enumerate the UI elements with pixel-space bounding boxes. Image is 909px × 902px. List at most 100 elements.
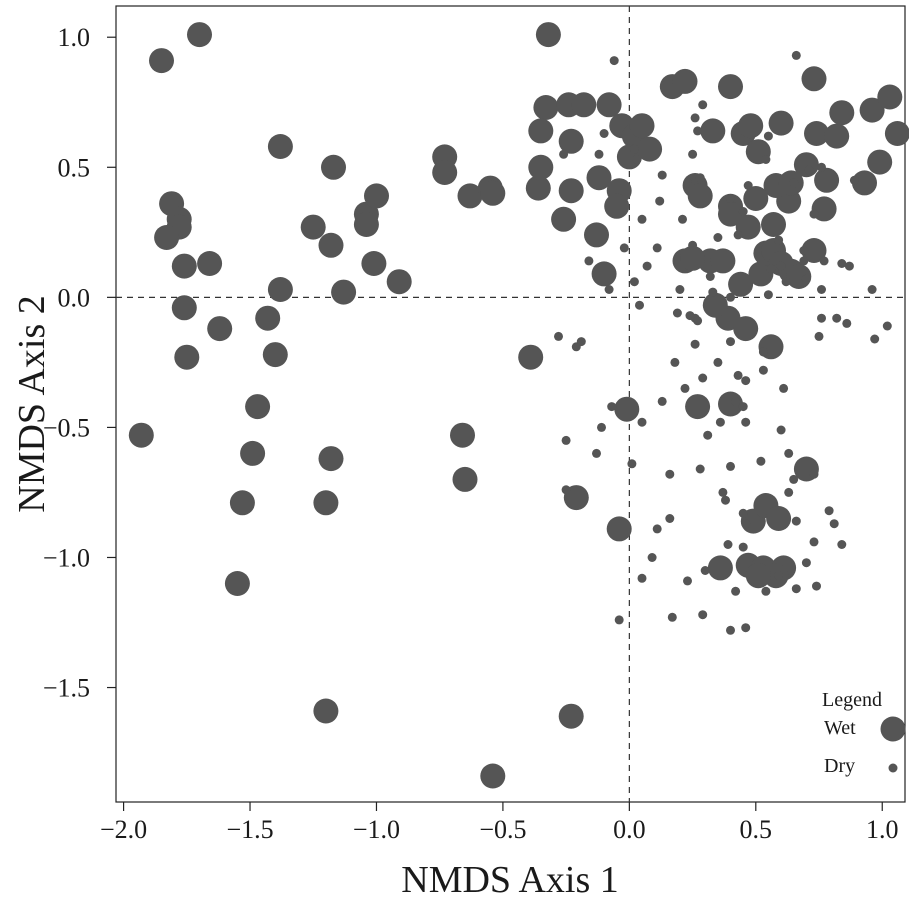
point-dry xyxy=(665,469,675,479)
point-dry xyxy=(693,316,703,326)
point-wet xyxy=(364,183,389,209)
point-dry xyxy=(733,230,743,240)
point-wet xyxy=(680,245,706,271)
x-tick-label: −0.5 xyxy=(479,815,526,844)
point-wet xyxy=(207,316,233,342)
point-dry xyxy=(700,566,710,575)
point-dry xyxy=(607,402,617,412)
point-wet xyxy=(637,136,663,162)
y-tick-label: 0.0 xyxy=(58,283,91,312)
point-wet xyxy=(604,193,630,219)
point-wet xyxy=(240,440,266,466)
point-dry xyxy=(559,149,569,159)
y-tick-label: −0.5 xyxy=(43,413,90,442)
point-dry xyxy=(763,131,773,141)
point-dry xyxy=(652,243,662,253)
point-wet xyxy=(558,178,584,204)
point-wet xyxy=(700,118,726,144)
point-wet xyxy=(267,277,293,302)
point-dry xyxy=(812,581,821,591)
point-dry xyxy=(819,256,829,266)
legend-marker-wet xyxy=(880,716,906,742)
point-dry xyxy=(842,318,852,328)
point-wet xyxy=(386,269,412,295)
point-wet xyxy=(584,222,609,248)
point-dry xyxy=(667,612,677,622)
point-dry xyxy=(627,459,637,469)
point-dry xyxy=(635,300,644,310)
point-wet xyxy=(229,490,255,516)
point-wet xyxy=(171,253,197,279)
point-dry xyxy=(817,313,826,323)
point-wet xyxy=(710,248,736,274)
point-dry xyxy=(695,173,705,183)
point-dry xyxy=(817,285,826,294)
point-dry xyxy=(756,456,766,466)
point-dry xyxy=(758,365,768,375)
point-dry xyxy=(713,357,723,367)
point-dry xyxy=(723,540,733,549)
legend-label-wet: Wet xyxy=(824,717,856,739)
point-dry xyxy=(781,277,791,287)
point-dry xyxy=(688,149,698,159)
point-dry xyxy=(784,487,794,497)
point-wet xyxy=(852,170,877,196)
point-dry xyxy=(870,334,880,344)
point-wet xyxy=(518,344,544,370)
point-wet xyxy=(551,206,577,232)
point-dry xyxy=(597,422,606,432)
point-wet xyxy=(743,186,769,211)
point-dry xyxy=(554,331,563,341)
point-dry xyxy=(741,376,751,386)
point-dry xyxy=(726,461,735,471)
y-tick-label: 0.5 xyxy=(58,153,91,182)
point-dry xyxy=(718,487,728,497)
point-wet xyxy=(768,110,794,136)
point-wet xyxy=(884,121,909,146)
point-dry xyxy=(629,277,639,287)
y-axis-title: NMDS Axis 2 xyxy=(11,295,53,513)
point-dry xyxy=(731,586,741,596)
point-wet xyxy=(814,167,840,193)
point-dry xyxy=(763,290,773,300)
point-dry xyxy=(683,576,692,586)
point-dry xyxy=(698,610,708,620)
point-dry xyxy=(801,558,811,568)
point-dry xyxy=(867,285,877,294)
point-dry xyxy=(829,519,839,529)
point-dry xyxy=(837,540,847,549)
point-dry xyxy=(705,272,715,281)
point-wet xyxy=(614,396,640,422)
point-wet xyxy=(267,134,293,159)
point-dry xyxy=(652,524,662,534)
point-dry xyxy=(809,209,819,219)
point-dry xyxy=(738,542,748,552)
point-wet xyxy=(224,571,250,596)
point-dry xyxy=(680,383,690,393)
point-dry xyxy=(657,170,667,180)
point-dry xyxy=(766,264,776,274)
point-dry xyxy=(642,261,652,271)
point-wet xyxy=(606,516,632,542)
point-wet xyxy=(745,563,771,589)
point-dry xyxy=(637,417,647,427)
point-wet xyxy=(245,394,271,420)
point-dry xyxy=(741,623,751,633)
point-wet xyxy=(452,466,478,492)
point-dry xyxy=(809,537,819,547)
point-dry xyxy=(637,214,647,224)
point-wet xyxy=(457,183,483,209)
point-dry xyxy=(665,514,675,523)
point-dry xyxy=(609,56,619,66)
point-wet xyxy=(718,74,743,100)
legend: Legend Wet Dry xyxy=(822,689,906,777)
point-dry xyxy=(789,474,799,484)
point-dry xyxy=(738,508,748,518)
point-dry xyxy=(594,149,604,159)
point-wet xyxy=(197,251,223,276)
point-wet xyxy=(318,232,344,258)
point-dry xyxy=(632,155,642,164)
point-dry xyxy=(655,196,665,206)
point-dry xyxy=(690,113,700,123)
